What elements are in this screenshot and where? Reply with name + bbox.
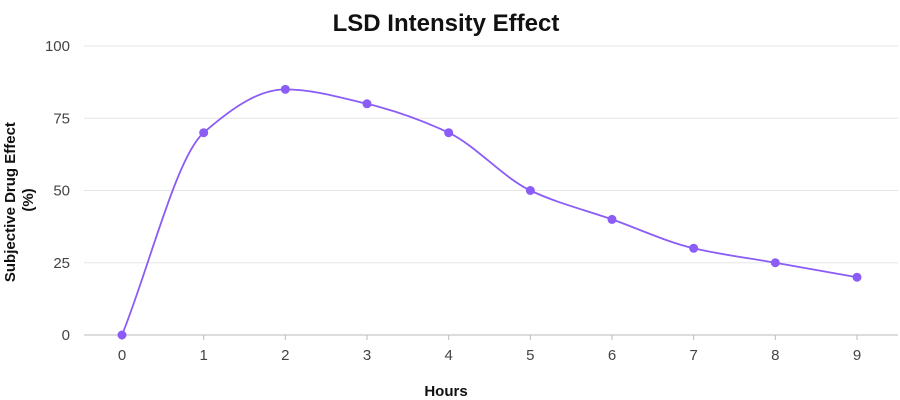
chart-title: LSD Intensity Effect — [333, 10, 560, 37]
x-tick-label: 9 — [853, 347, 861, 364]
data-point — [689, 243, 699, 253]
x-tick-label: 5 — [526, 347, 534, 364]
x-tick-label: 8 — [771, 347, 779, 364]
data-point — [444, 128, 454, 138]
data-points — [117, 84, 862, 340]
x-tick-label: 6 — [608, 347, 616, 364]
x-tick-label: 0 — [118, 347, 126, 364]
y-tick-label: 75 — [53, 110, 70, 127]
data-point — [117, 330, 127, 340]
data-point — [607, 214, 617, 224]
x-axis-label: Hours — [424, 383, 467, 400]
x-tick-label: 1 — [199, 347, 207, 364]
x-tick-label: 2 — [281, 347, 289, 364]
x-tick-label: 3 — [363, 347, 371, 364]
y-tick-label: 100 — [45, 38, 70, 55]
x-tick-label: 7 — [689, 347, 697, 364]
x-tick-labels: 0 1 2 3 4 5 6 7 8 9 — [118, 335, 861, 364]
data-point — [852, 272, 862, 282]
data-point — [770, 258, 780, 268]
data-point — [362, 99, 372, 109]
series-line — [121, 88, 858, 336]
y-tick-label: 25 — [53, 255, 70, 272]
data-point — [525, 186, 535, 195]
y-axis-label: Subjective Drug Effect (%) — [2, 118, 37, 282]
data-point — [199, 128, 209, 138]
y-tick-label: 50 — [53, 183, 70, 200]
y-axis-label-line-1: Subjective Drug Effect — [2, 122, 19, 282]
data-point — [280, 84, 290, 94]
x-tick-label: 4 — [444, 347, 452, 364]
grid-lines — [84, 45, 898, 336]
y-axis-label-line-2: (%) — [20, 188, 37, 211]
y-tick-labels: 0 25 50 75 100 — [45, 38, 70, 344]
y-tick-label: 0 — [62, 327, 70, 344]
